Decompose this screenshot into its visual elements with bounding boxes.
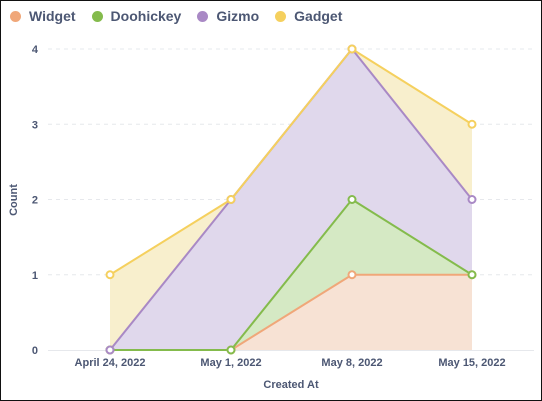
line-gadget xyxy=(109,48,473,276)
x-tick-label-0: April 24, 2022 xyxy=(75,357,146,369)
legend: Widget Doohickey Gizmo Gadget xyxy=(10,6,358,26)
legend-label-gizmo: Gizmo xyxy=(216,8,260,24)
point-gizmo-3 xyxy=(467,195,477,204)
x-tick-label-2: May 8, 2022 xyxy=(321,357,382,369)
line-doohickey xyxy=(110,198,473,351)
legend-label-gadget: Gadget xyxy=(294,8,343,24)
point-gizmo-0 xyxy=(105,345,115,355)
y-tick-label-1: 1 xyxy=(32,270,38,282)
y-tick-label-3: 3 xyxy=(32,119,38,131)
legend-dot-doohickey xyxy=(91,10,103,22)
area-doohickey xyxy=(110,199,472,350)
legend-label-widget: Widget xyxy=(29,8,76,24)
legend-dot-widget xyxy=(10,10,21,22)
legend-item-doohickey[interactable]: Doohickey xyxy=(91,8,182,24)
y-tick-label-4: 4 xyxy=(32,44,39,56)
legend-dot-gizmo xyxy=(197,10,209,22)
x-tick-label-3: May 15, 2022 xyxy=(438,357,505,369)
lines xyxy=(109,48,473,351)
area-gizmo xyxy=(110,49,472,350)
y-tick-label-0: 0 xyxy=(32,345,38,357)
tick-labels: 0 1 2 3 4 April 24, 2022 May 1, 2022 May 8, 202… xyxy=(32,44,506,369)
point-gadget-0 xyxy=(105,270,115,280)
legend-label-doohickey: Doohickey xyxy=(110,8,182,24)
point-doohickey-1 xyxy=(226,345,236,355)
y-axis-label: Count xyxy=(8,184,20,216)
point-widget-2 xyxy=(347,270,357,280)
point-gadget-3 xyxy=(467,119,477,129)
point-doohickey-3 xyxy=(467,270,477,280)
areas xyxy=(110,49,472,350)
x-tick-label-1: May 1, 2022 xyxy=(200,357,261,369)
legend-item-gadget[interactable]: Gadget xyxy=(275,8,342,24)
legend-dot-gadget xyxy=(275,10,287,22)
points xyxy=(105,44,477,355)
x-axis-label: Created At xyxy=(263,379,319,391)
legend-item-gizmo[interactable]: Gizmo xyxy=(197,8,259,24)
point-doohickey-2 xyxy=(347,195,357,204)
area-widget xyxy=(110,274,472,350)
point-gadget-2 xyxy=(347,44,357,54)
legend-item-widget[interactable]: Widget xyxy=(10,8,76,24)
point-gadget-1 xyxy=(226,195,236,204)
y-tick-label-2: 2 xyxy=(32,195,38,207)
